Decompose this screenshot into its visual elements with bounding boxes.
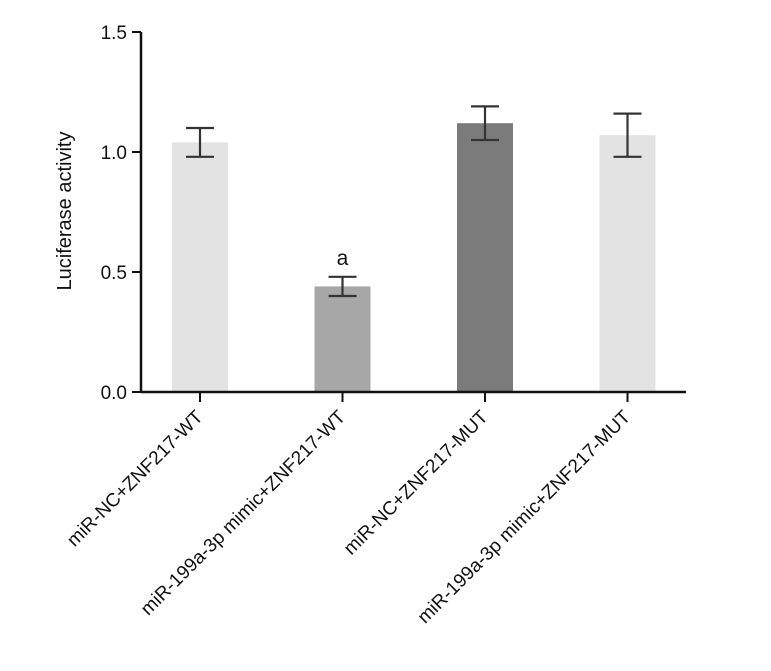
labels-layer: Luciferase activity bbox=[54, 132, 76, 291]
bar bbox=[172, 142, 228, 392]
y-tick-label: 1.5 bbox=[101, 23, 127, 44]
bar bbox=[314, 286, 371, 392]
y-tick-label: 0.0 bbox=[101, 383, 127, 404]
significance-label: a bbox=[337, 247, 349, 270]
bars-layer bbox=[172, 123, 656, 392]
x-category-label: miR-NC+ZNF217-MUT bbox=[340, 406, 493, 559]
bar bbox=[457, 123, 513, 392]
y-tick-label: 0.5 bbox=[101, 263, 127, 284]
annotation-layer: a bbox=[337, 247, 349, 270]
y-tick-label: 1.0 bbox=[101, 143, 127, 164]
x-category-label: miR-NC+ZNF217-WT bbox=[63, 406, 208, 551]
y-ticks-layer: 0.0 0.5 1.0 1.5 bbox=[101, 23, 629, 404]
axes-layer bbox=[139, 32, 686, 394]
error-bars-layer bbox=[186, 105, 642, 298]
y-axis-title: Luciferase activity bbox=[54, 132, 76, 291]
bar bbox=[599, 135, 656, 392]
